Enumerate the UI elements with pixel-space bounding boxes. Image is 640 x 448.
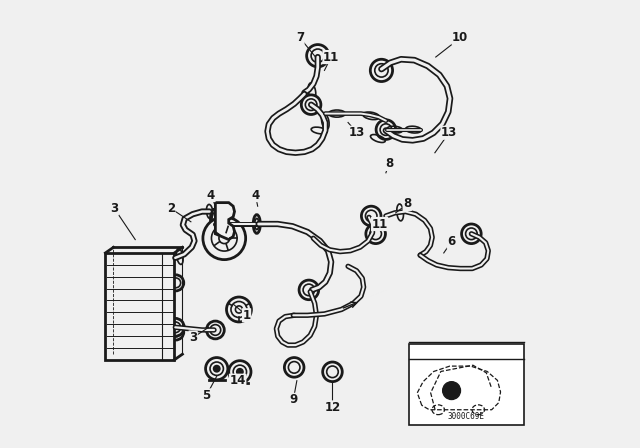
- Text: 6: 6: [447, 235, 456, 248]
- Circle shape: [168, 324, 184, 340]
- Circle shape: [214, 366, 220, 372]
- Bar: [409, 344, 524, 425]
- Circle shape: [168, 275, 184, 291]
- Circle shape: [228, 361, 251, 383]
- Text: 3: 3: [110, 202, 118, 215]
- Circle shape: [443, 382, 460, 400]
- Text: 11: 11: [323, 51, 339, 64]
- Text: 13: 13: [441, 126, 457, 139]
- Text: 13: 13: [349, 126, 365, 139]
- Circle shape: [203, 217, 246, 260]
- Circle shape: [207, 321, 224, 339]
- Text: 14: 14: [230, 374, 246, 387]
- Text: 3000C69E: 3000C69E: [448, 412, 485, 421]
- Circle shape: [205, 358, 228, 380]
- Circle shape: [299, 280, 319, 300]
- Text: 4: 4: [207, 189, 215, 202]
- Text: 5: 5: [202, 389, 211, 402]
- Text: 7: 7: [296, 31, 304, 44]
- Circle shape: [461, 224, 481, 244]
- Bar: [106, 253, 175, 360]
- Circle shape: [362, 206, 381, 226]
- Circle shape: [376, 120, 396, 139]
- Text: 2: 2: [167, 202, 175, 215]
- Circle shape: [166, 319, 184, 336]
- Text: 1: 1: [243, 309, 251, 322]
- Text: 10: 10: [452, 31, 468, 44]
- Text: 11: 11: [372, 217, 388, 231]
- Circle shape: [307, 44, 329, 67]
- Circle shape: [227, 297, 252, 322]
- Circle shape: [284, 358, 304, 377]
- Polygon shape: [216, 202, 234, 240]
- Circle shape: [323, 362, 342, 382]
- Text: 9: 9: [289, 393, 298, 406]
- Text: 8: 8: [385, 157, 393, 170]
- Text: 4: 4: [252, 189, 260, 202]
- Text: 8: 8: [403, 198, 412, 211]
- Text: 12: 12: [324, 401, 340, 414]
- Text: 3: 3: [189, 331, 197, 344]
- Circle shape: [371, 59, 392, 82]
- Circle shape: [301, 95, 321, 115]
- Circle shape: [366, 224, 385, 244]
- Circle shape: [237, 369, 243, 375]
